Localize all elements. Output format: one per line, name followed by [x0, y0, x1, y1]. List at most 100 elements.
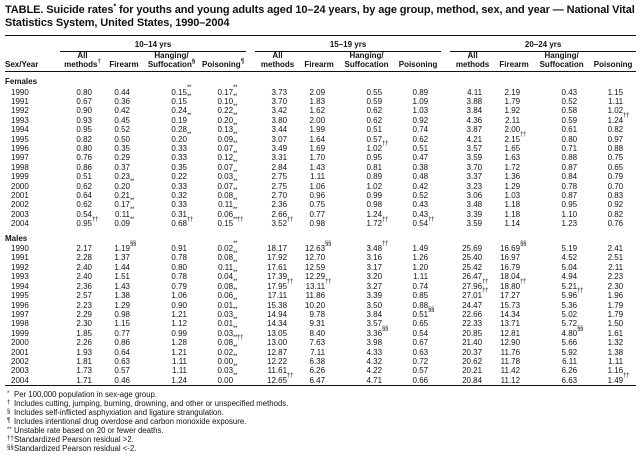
rate-cell: 0.57: [366, 134, 383, 144]
rate-cell: 1.65: [504, 144, 521, 154]
rate-cell: 5.36: [561, 300, 578, 310]
column-header: Poisoning: [590, 51, 637, 73]
rate-cell: 0.02**: [217, 344, 238, 357]
rate-cell: 3.73: [271, 87, 288, 97]
rate-cell: 1.73: [76, 366, 92, 376]
rate-cell: 3.48: [466, 200, 483, 210]
rate-cell: 1.72: [504, 162, 521, 172]
year-cell: 1998: [11, 162, 29, 172]
rate-cell: 0.36: [114, 96, 130, 106]
rate-cell: 0.63: [412, 347, 429, 357]
rate-cell: 0.51: [412, 144, 429, 154]
rate-cell: 11.78: [500, 356, 521, 366]
rate-cell: 0.80: [561, 134, 578, 144]
rate-cell: 24.47: [462, 300, 483, 310]
rate-cell: 9.31: [309, 319, 326, 329]
rate-cell: 16.69§§: [500, 241, 527, 254]
year-cell: 1992: [11, 262, 29, 272]
rate-cell: 1.37: [114, 253, 130, 263]
table-row: 1999 0.51 0.23 0.22 0.03** 2.75 1.11 0.89 0.48 3.…: [5, 170, 636, 182]
rate-cell: 0.78: [171, 272, 187, 282]
rate-cell: 2.11: [505, 115, 521, 125]
rate-cell: 1.19§§: [114, 241, 137, 254]
rate-cell: 0.50: [114, 134, 130, 144]
table-row: 2004 1.71 0.46 1.24 0.00** 12.65†† 6.47 4.71 0.6…: [5, 373, 636, 386]
rate-cell: 0.88: [607, 144, 624, 154]
rate-cell: 3.70: [466, 162, 483, 172]
table-row: 1995 2.57 1.38 1.06 0.06** 17.11 11.86 3.39 0.85…: [5, 288, 636, 301]
rate-cell: 3.59: [466, 153, 483, 163]
year-cell: 2002: [11, 356, 29, 366]
rate-cell: 6.26: [561, 366, 578, 376]
rate-cell: 1.10: [561, 209, 578, 219]
rate-cell: 3.44: [271, 125, 288, 135]
rate-cell: 1.69: [309, 144, 326, 154]
rate-cell: 2.36: [271, 200, 288, 210]
year-cell: 2000: [11, 338, 29, 348]
rate-cell: 0.57: [114, 366, 130, 376]
rate-cell: 0.20**: [171, 131, 192, 144]
rate-cell: 0.33: [171, 153, 187, 163]
rate-cell: 0.76: [76, 153, 92, 163]
rate-cell: 0.83: [607, 191, 624, 201]
rate-cell: 0.01**: [217, 316, 238, 329]
rate-cell: 0.32: [171, 191, 187, 201]
year-cell: 1996: [11, 300, 29, 310]
rate-cell: 0.15**: [171, 84, 192, 97]
table-row: 1997 0.76 0.29 0.33 0.12** 3.31 1.70 0.95 0.47 3.…: [5, 151, 636, 163]
rate-cell: 1.11: [608, 96, 624, 106]
footnote-marker: *: [113, 3, 117, 11]
rate-cell: 0.07**: [217, 178, 238, 191]
rate-cell: 13.11††: [305, 279, 332, 291]
rate-cell: 0.78: [171, 253, 187, 263]
rate-cell: 2.11: [608, 262, 624, 272]
rate-cell: 1.18: [504, 200, 521, 210]
rate-cell: 17.95††: [267, 279, 294, 291]
rate-cell: 27.01††: [462, 288, 489, 301]
table-row: 1994 0.95 0.52 0.28 0.13** 3.44 1.99 0.51 0.74 3.…: [5, 123, 636, 135]
rate-cell: 2.57: [76, 291, 92, 301]
year-cell: 1994: [11, 125, 29, 135]
rate-cell: 0.64: [114, 347, 130, 357]
rate-cell: 0.10**: [217, 94, 238, 106]
column-header: Poisoning¶: [200, 51, 247, 73]
year-cell: 1997: [11, 309, 29, 319]
rate-cell: 0.74: [412, 281, 429, 291]
rate-cell: 0.08**: [217, 188, 238, 201]
rate-cell: 0.85: [412, 291, 429, 301]
rate-cell: 0.46: [114, 375, 130, 385]
rate-cell: 0.47: [412, 153, 429, 163]
rate-cell: 2.41: [607, 244, 624, 254]
rate-cell: 1.18: [504, 209, 521, 219]
rate-cell: 0.63: [114, 356, 130, 366]
rate-cell: 12.70: [305, 253, 326, 263]
footnote-marker: ¶: [240, 59, 245, 66]
footnote: § Includes self-inflicted asphyxiation an…: [7, 408, 224, 418]
rate-cell: 0.03**: [217, 307, 238, 319]
rate-cell: 2.75: [271, 172, 288, 182]
rate-cell: 0.51: [76, 172, 92, 182]
rate-cell: 0.52: [412, 191, 429, 201]
footnote: §§Standardized Pearson residual <-2.: [7, 444, 137, 454]
rate-cell: 20.21: [462, 366, 483, 376]
rate-cell: 0.09**: [217, 131, 238, 144]
year-cell: 1996: [11, 144, 29, 154]
rate-cell: 6.26: [309, 366, 326, 376]
rate-cell: 20.37: [462, 347, 483, 357]
rate-cell: 3.50: [366, 300, 383, 310]
rate-cell: 12.87: [267, 347, 288, 357]
rate-cell: 3.48††: [366, 241, 389, 254]
rate-cell: 1.92: [504, 106, 521, 116]
rate-cell: 4.11: [467, 87, 483, 97]
rate-cell: 0.91: [171, 244, 187, 254]
rate-cell: 2.00: [309, 115, 326, 125]
rate-cell: 4.36: [466, 115, 483, 125]
rate-cell: 3.57: [366, 319, 383, 329]
table-row: 1992 2.40 1.44 0.80 0.11** 17.61 12.59 3.17 1.20…: [5, 260, 636, 272]
rate-cell: 0.86: [114, 338, 130, 348]
footnote-text: Standardized Pearson residual <-2.: [14, 444, 137, 454]
year-cell: 1990: [11, 87, 29, 97]
footnote: ††Standardized Pearson residual >2.: [7, 435, 134, 445]
rate-cell: 17.39: [267, 272, 288, 282]
rate-cell: 3.23: [466, 181, 483, 191]
